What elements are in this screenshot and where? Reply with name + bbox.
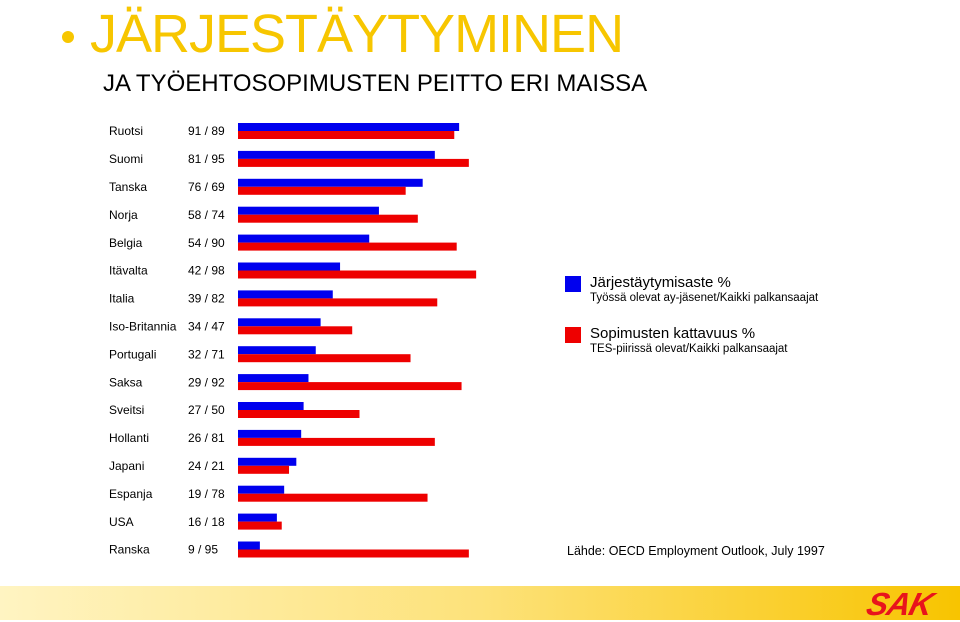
country-label: Itävalta	[109, 264, 148, 278]
bar-membership	[238, 206, 379, 215]
bar-membership	[238, 346, 316, 355]
bar-coverage	[238, 410, 360, 418]
bullet-icon	[62, 31, 74, 43]
value-label: 54 / 90	[188, 236, 225, 250]
value-label: 34 / 47	[188, 319, 225, 333]
country-label: Portugali	[109, 347, 156, 361]
sak-logo: SAK	[864, 586, 940, 620]
legend-sublabel: Työssä olevat ay-jäsenet/Kaikki palkansa…	[590, 292, 819, 304]
country-label: Norja	[109, 208, 138, 222]
value-label: 39 / 82	[188, 292, 225, 306]
bar-membership	[238, 429, 302, 438]
value-label: 24 / 21	[188, 459, 225, 473]
value-label: 81 / 95	[188, 152, 225, 166]
country-label: USA	[109, 515, 134, 529]
value-label: 29 / 92	[188, 375, 225, 389]
bar-coverage	[238, 326, 353, 335]
country-label: Belgia	[109, 236, 143, 250]
bar-membership	[238, 123, 460, 131]
value-label: 42 / 98	[188, 264, 225, 278]
bar-coverage	[238, 242, 457, 251]
value-label: 91 / 89	[188, 124, 225, 138]
bar-coverage	[238, 131, 455, 139]
logo-text: SAK	[864, 586, 940, 620]
footer-band	[0, 586, 960, 620]
bar-coverage	[238, 354, 411, 363]
bar-membership	[238, 457, 297, 466]
value-label: 76 / 69	[188, 180, 225, 194]
bar-membership	[238, 262, 341, 271]
country-label: Suomi	[109, 152, 143, 166]
page-subtitle: JA TYÖEHTOSOPIMUSTEN PEITTO ERI MAISSA	[103, 70, 648, 97]
country-label: Hollanti	[109, 431, 149, 445]
value-label: 58 / 74	[188, 208, 225, 222]
bar-coverage	[238, 298, 438, 307]
country-label: Japani	[109, 459, 144, 473]
title-row: JÄRJESTÄYTYMINEN	[62, 2, 624, 66]
value-label: 32 / 71	[188, 347, 225, 361]
legend-label: Järjestäytymisaste %	[590, 274, 731, 291]
bar-coverage	[238, 437, 435, 446]
bar-membership	[238, 290, 333, 299]
bar-coverage	[238, 493, 428, 502]
bar-coverage	[238, 270, 477, 279]
country-label: Espanja	[109, 487, 153, 501]
value-label: 16 / 18	[188, 515, 225, 529]
bar-membership	[238, 234, 370, 243]
bar-membership	[238, 150, 435, 159]
bar-coverage	[238, 382, 462, 391]
bar-coverage	[238, 521, 282, 530]
value-label: 9 / 95	[188, 543, 218, 557]
bar-membership	[238, 318, 321, 327]
value-label: 26 / 81	[188, 431, 225, 445]
country-label: Iso-Britannia	[109, 319, 177, 333]
source-note: Lähde: OECD Employment Outlook, July 199…	[567, 544, 825, 558]
bar-coverage	[238, 158, 469, 167]
country-label: Italia	[109, 292, 135, 306]
bar-chart: Ruotsi 91 / 89 Suomi 81 / 95 Tanska 76 / 69 No…	[109, 123, 477, 558]
bar-membership	[238, 485, 285, 494]
bar-coverage	[238, 186, 406, 195]
bar-coverage	[238, 465, 290, 474]
legend-swatch-blue	[565, 276, 581, 292]
bar-membership	[238, 374, 309, 383]
bar-membership	[238, 402, 304, 410]
legend-swatch-red	[565, 327, 581, 343]
bar-coverage	[238, 549, 469, 558]
bar-coverage	[238, 214, 418, 223]
country-label: Saksa	[109, 375, 143, 389]
legend-label: Sopimusten kattavuus %	[590, 325, 756, 342]
page-title: JÄRJESTÄYTYMINEN	[90, 4, 624, 64]
value-label: 19 / 78	[188, 487, 225, 501]
country-label: Sveitsi	[109, 403, 144, 417]
country-label: Ruotsi	[109, 124, 143, 138]
bar-membership	[238, 178, 423, 187]
legend-sublabel: TES-piirissä olevat/Kaikki palkansaajat	[590, 343, 788, 355]
bar-membership	[238, 513, 277, 522]
bar-membership	[238, 541, 260, 550]
value-label: 27 / 50	[188, 403, 225, 417]
country-label: Ranska	[109, 543, 150, 557]
country-label: Tanska	[109, 180, 147, 194]
